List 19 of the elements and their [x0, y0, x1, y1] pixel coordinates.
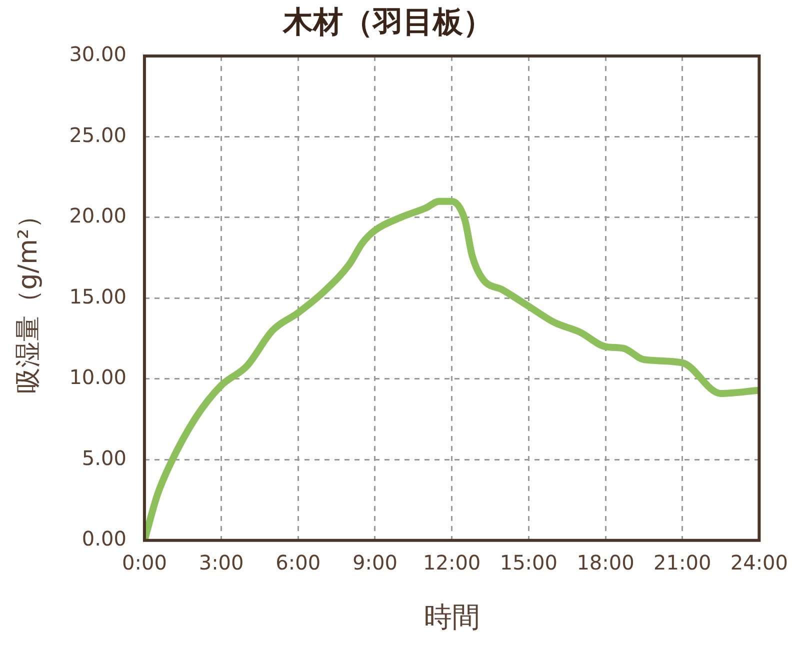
y-tick-label: 15.00: [69, 284, 126, 308]
x-tick-label: 15:00: [500, 550, 558, 575]
y-tick-label: 0.00: [82, 526, 126, 551]
x-tick-label: 21:00: [654, 550, 712, 575]
y-tick-label: 10.00: [69, 365, 126, 390]
x-axis-title: 時間: [424, 600, 480, 634]
x-tick-label: 0:00: [122, 550, 167, 575]
x-tick-label: 12:00: [423, 550, 481, 575]
y-tick-label: 20.00: [69, 204, 126, 228]
x-tick-label: 24:00: [730, 550, 788, 575]
x-tick-label: 18:00: [576, 550, 634, 575]
y-tick-label: 5.00: [82, 446, 126, 470]
x-tick-label: 3:00: [198, 550, 244, 575]
y-tick-label: 25.00: [69, 122, 126, 147]
y-axis-title: 吸湿量（g/m²）: [13, 202, 44, 394]
x-tick-label: 9:00: [352, 550, 398, 575]
chart-title: 木材（羽目板）: [282, 4, 493, 40]
y-tick-label: 30.00: [69, 42, 126, 66]
x-tick-label: 6:00: [276, 550, 321, 575]
